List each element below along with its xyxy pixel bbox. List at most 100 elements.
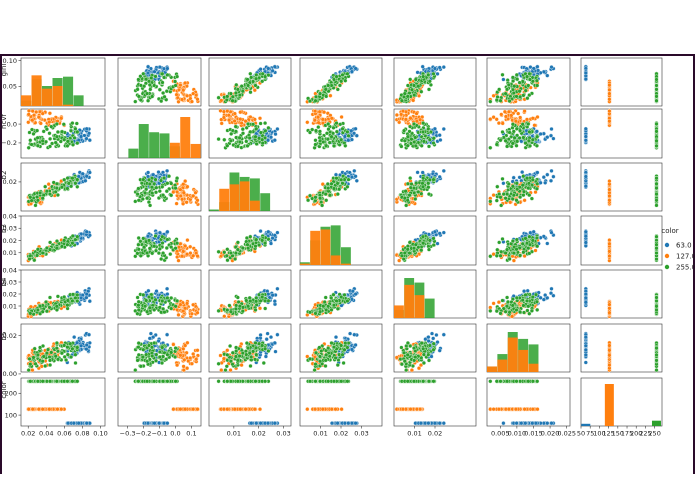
scatter-point: [535, 64, 540, 69]
scatter-point: [340, 126, 345, 131]
y-tick-label: 0.05: [3, 83, 17, 91]
scatter-point: [191, 253, 196, 258]
scatter-point: [421, 121, 426, 126]
scatter-point: [84, 229, 89, 234]
scatter-point: [524, 117, 530, 122]
scatter-point: [527, 143, 533, 148]
scatter-point: [160, 80, 165, 85]
scatter-point: [549, 230, 554, 235]
scatter-point: [136, 242, 141, 247]
scatter-point: [538, 180, 543, 185]
scatter-point: [517, 175, 522, 180]
scatter-point: [510, 196, 515, 202]
scatter-point: [61, 122, 66, 127]
scatter-point: [545, 135, 550, 140]
scatter-point: [402, 128, 407, 133]
y-tick-label: 0.10: [3, 57, 17, 65]
scatter-point: [254, 237, 259, 242]
scatter-point: [47, 131, 52, 136]
scatter-point: [216, 137, 221, 142]
scatter-point: [525, 176, 530, 181]
scatter-point: [325, 137, 330, 142]
scatter-point: [35, 198, 40, 203]
scatter-point: [507, 130, 512, 135]
y-tick-label: 0.01: [3, 249, 17, 257]
scatter-point: [343, 143, 348, 148]
scatter-point: [266, 66, 271, 71]
scatter-point: [59, 185, 64, 190]
scatter-point: [306, 198, 311, 203]
scatter-point: [36, 115, 41, 120]
scatter-point: [152, 244, 157, 249]
scatter-point: [421, 241, 426, 246]
scatter-point: [219, 98, 224, 103]
scatter-point: [263, 128, 268, 133]
scatter-point: [175, 74, 180, 79]
scatter-point: [181, 190, 186, 195]
scatter-point: [432, 126, 437, 131]
scatter-point: [157, 87, 162, 92]
scatter-point: [503, 114, 508, 119]
scatter-point: [28, 253, 33, 258]
y-axis-label-hcvf: hcvf: [0, 114, 8, 129]
scatter-point: [523, 236, 528, 241]
scatter-point: [526, 181, 531, 186]
scatter-point: [654, 87, 659, 92]
scatter-point: [79, 134, 84, 139]
scatter-point: [654, 77, 659, 82]
scatter-point: [240, 89, 245, 94]
scatter-point: [407, 251, 412, 256]
scatter-point: [499, 112, 504, 117]
scatter-point: [258, 229, 263, 234]
scatter-point: [266, 229, 271, 234]
scatter-point: [84, 126, 89, 131]
scatter-point: [254, 72, 259, 77]
hist-bar-b3: [300, 263, 310, 265]
scatter-point: [548, 178, 554, 183]
scatter-point: [183, 243, 188, 249]
scatter-point: [541, 175, 546, 180]
scatter-point: [54, 186, 59, 191]
scatter-point: [165, 72, 170, 77]
scatter-point: [233, 251, 238, 256]
scatter-point: [527, 242, 533, 247]
scatter-point: [426, 126, 431, 131]
scatter-point: [527, 77, 533, 82]
scatter-point: [240, 127, 245, 132]
scatter-point: [235, 87, 240, 92]
scatter-point: [513, 119, 518, 124]
scatter-point: [317, 129, 322, 134]
scatter-point: [402, 138, 407, 143]
scatter-point: [515, 77, 520, 82]
scatter-point: [339, 137, 344, 142]
panel-gini-b2: [208, 57, 292, 107]
scatter-point: [40, 250, 45, 256]
scatter-point: [349, 137, 354, 142]
scatter-point: [173, 79, 178, 84]
scatter-point: [221, 109, 226, 114]
scatter-point: [511, 251, 516, 256]
scatter-point: [518, 115, 523, 120]
scatter-point: [87, 170, 92, 175]
scatter-point: [153, 74, 158, 79]
scatter-point: [334, 121, 339, 126]
hist-bar-b3: [320, 229, 331, 265]
scatter-point: [583, 229, 588, 234]
scatter-point: [414, 119, 419, 124]
scatter-point: [503, 250, 508, 256]
scatter-point: [185, 93, 190, 98]
scatter-point: [607, 253, 612, 259]
scatter-point: [248, 90, 253, 95]
scatter-point: [246, 246, 251, 251]
scatter-point: [26, 112, 31, 117]
scatter-point: [246, 121, 251, 127]
scatter-point: [521, 189, 527, 194]
scatter-point: [502, 109, 507, 114]
scatter-point: [523, 88, 528, 93]
scatter-point: [233, 90, 238, 96]
scatter-point: [346, 138, 351, 143]
scatter-point: [405, 181, 410, 186]
scatter-point: [411, 186, 417, 191]
scatter-point: [420, 170, 425, 175]
window-frame-left: [0, 54, 2, 474]
